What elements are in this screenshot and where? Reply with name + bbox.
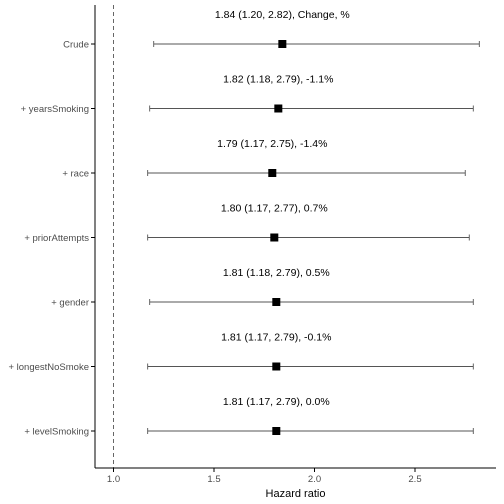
y-tick-label: + levelSmoking bbox=[24, 427, 89, 438]
forest-row: + priorAttempts 1.80 (1.17, 2.77), 0.7% bbox=[24, 203, 470, 244]
point-estimate bbox=[272, 298, 281, 306]
point-estimate bbox=[268, 169, 277, 177]
y-tick-label: + longestNoSmoke bbox=[8, 362, 89, 373]
x-tick-label: 1.0 bbox=[107, 474, 120, 485]
forest-row: + gender 1.81 (1.18, 2.79), 0.5% bbox=[51, 267, 474, 309]
y-tick-label: + priorAttempts bbox=[24, 233, 89, 244]
x-ticks: 1.0 1.5 2.0 2.5 bbox=[107, 468, 422, 485]
point-estimate bbox=[272, 362, 281, 371]
x-tick-label: 2.0 bbox=[308, 474, 321, 485]
x-axis-title: Hazard ratio bbox=[266, 488, 326, 500]
estimate-annotation: 1.80 (1.17, 2.77), 0.7% bbox=[221, 203, 328, 215]
forest-row: Crude 1.84 (1.20, 2.82), Change, % bbox=[63, 9, 480, 51]
axes bbox=[94, 5, 496, 469]
forest-row: + yearsSmoking 1.82 (1.18, 2.79), -1.1% bbox=[21, 74, 474, 115]
estimate-annotation: 1.84 (1.20, 2.82), Change, % bbox=[215, 9, 350, 21]
forest-row: + longestNoSmoke 1.81 (1.17, 2.79), -0.1% bbox=[8, 332, 474, 373]
estimate-annotation: 1.81 (1.17, 2.79), 0.0% bbox=[223, 396, 330, 408]
rows-layer: Crude 1.84 (1.20, 2.82), Change, % + years… bbox=[8, 9, 480, 438]
point-estimate bbox=[272, 427, 281, 435]
y-tick-label: + race bbox=[62, 169, 89, 180]
forest-row: + race 1.79 (1.17, 2.75), -1.4% bbox=[62, 138, 466, 180]
x-tick-label: 1.5 bbox=[207, 474, 220, 485]
point-estimate bbox=[278, 40, 287, 48]
estimate-annotation: 1.81 (1.17, 2.79), -0.1% bbox=[221, 332, 331, 344]
estimate-annotation: 1.81 (1.18, 2.79), 0.5% bbox=[223, 267, 330, 279]
point-estimate bbox=[274, 104, 283, 113]
y-tick-label: + gender bbox=[51, 298, 89, 309]
point-estimate bbox=[270, 233, 279, 242]
x-tick-label: 2.5 bbox=[408, 474, 421, 485]
forest-row: + levelSmoking 1.81 (1.17, 2.79), 0.0% bbox=[24, 396, 474, 438]
estimate-annotation: 1.82 (1.18, 2.79), -1.1% bbox=[223, 74, 333, 86]
y-tick-label: Crude bbox=[63, 40, 89, 51]
estimate-annotation: 1.79 (1.17, 2.75), -1.4% bbox=[217, 138, 327, 150]
y-tick-label: + yearsSmoking bbox=[21, 104, 89, 115]
